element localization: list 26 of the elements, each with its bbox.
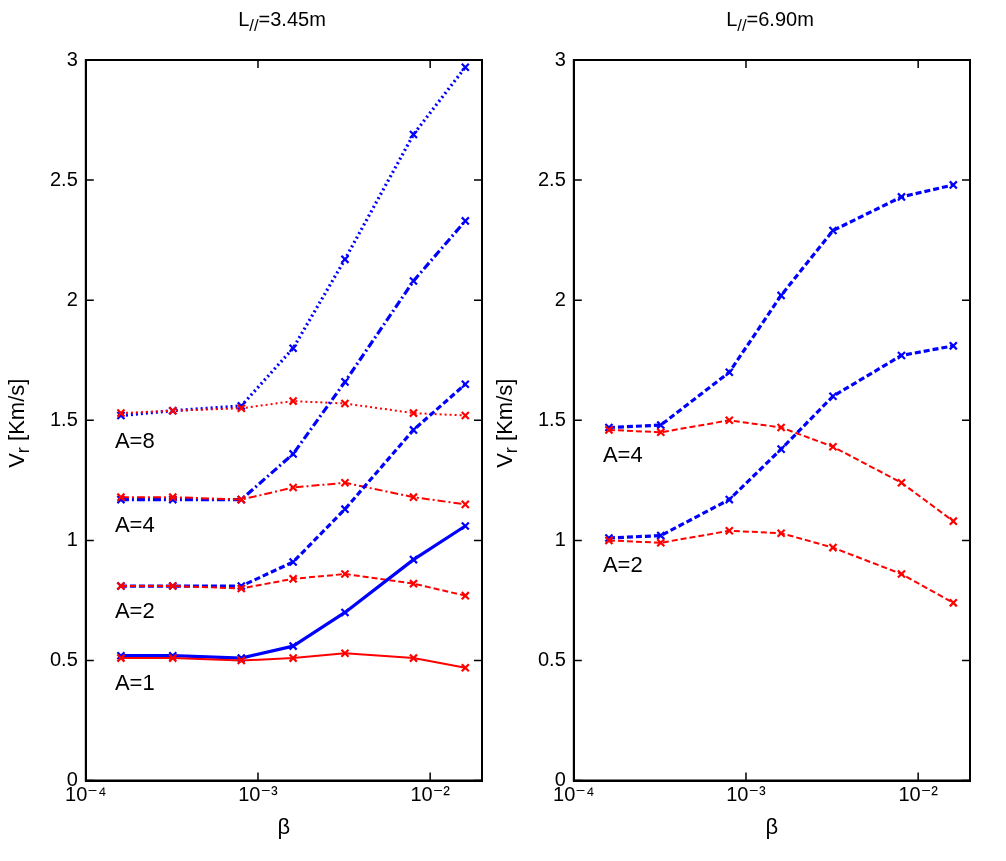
y-tick-label: 0.5 <box>537 648 566 671</box>
annotation: A=8 <box>114 427 155 453</box>
annotation: A=2 <box>114 598 155 624</box>
y-tick-label: 3 <box>66 47 78 70</box>
y-tick-label: 1.5 <box>49 407 78 430</box>
y-tick-label: 3 <box>554 47 566 70</box>
y-tick-label: 1.5 <box>537 407 566 430</box>
annotation: A=4 <box>602 441 643 467</box>
x-axis-title: β <box>277 813 291 839</box>
y-tick-label: 2 <box>554 287 566 310</box>
x-tick-label: 10⁻³ <box>726 783 767 806</box>
y-tick-label: 2.5 <box>537 167 566 190</box>
y-tick-label: 0.5 <box>49 648 78 671</box>
annotation: A=4 <box>114 511 155 537</box>
x-tick-label: 10⁻² <box>410 783 451 806</box>
x-axis-title: β <box>765 813 779 839</box>
y-tick-label: 1 <box>66 527 78 550</box>
annotation: A=1 <box>114 670 155 696</box>
annotation: A=2 <box>602 552 643 578</box>
y-tick-label: 2 <box>66 287 78 310</box>
chart-title: L$_{//}$=6.90m <box>725 8 815 37</box>
y-tick-label: 2.5 <box>49 167 78 190</box>
chart-title: L$_{//}$=3.45m <box>237 8 327 37</box>
y-tick-label: 1 <box>554 527 566 550</box>
x-tick-label: 10⁻² <box>898 783 939 806</box>
x-tick-label: 10⁻³ <box>238 783 279 806</box>
